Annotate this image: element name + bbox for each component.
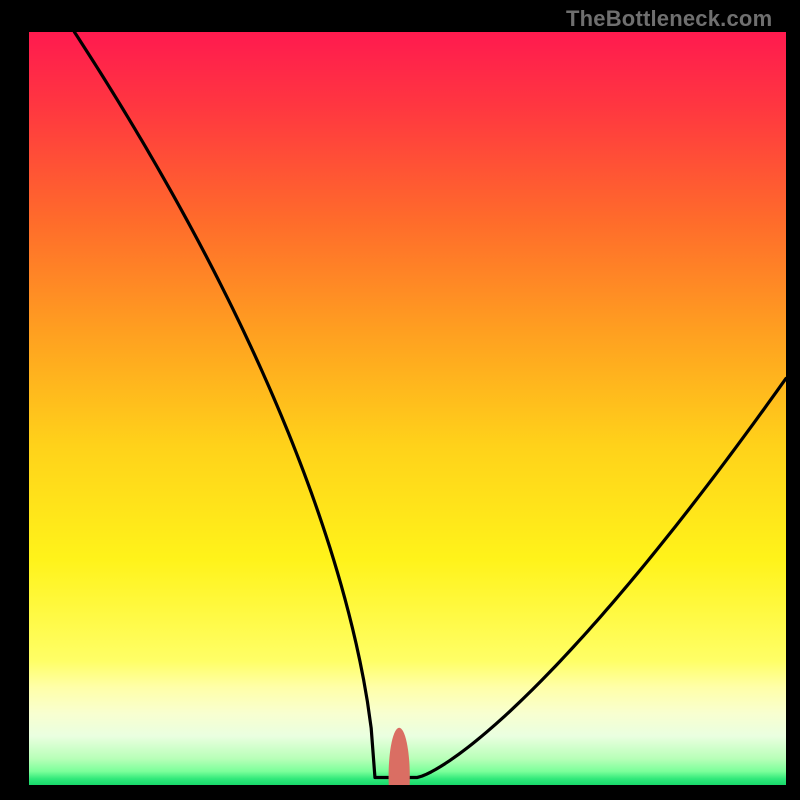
chart-canvas: TheBottleneck.com [0,0,800,800]
optimal-marker [389,728,410,785]
bottleneck-curve [74,32,786,777]
plot-area [29,32,786,785]
curve-overlay [29,32,786,785]
watermark-text: TheBottleneck.com [566,6,772,32]
